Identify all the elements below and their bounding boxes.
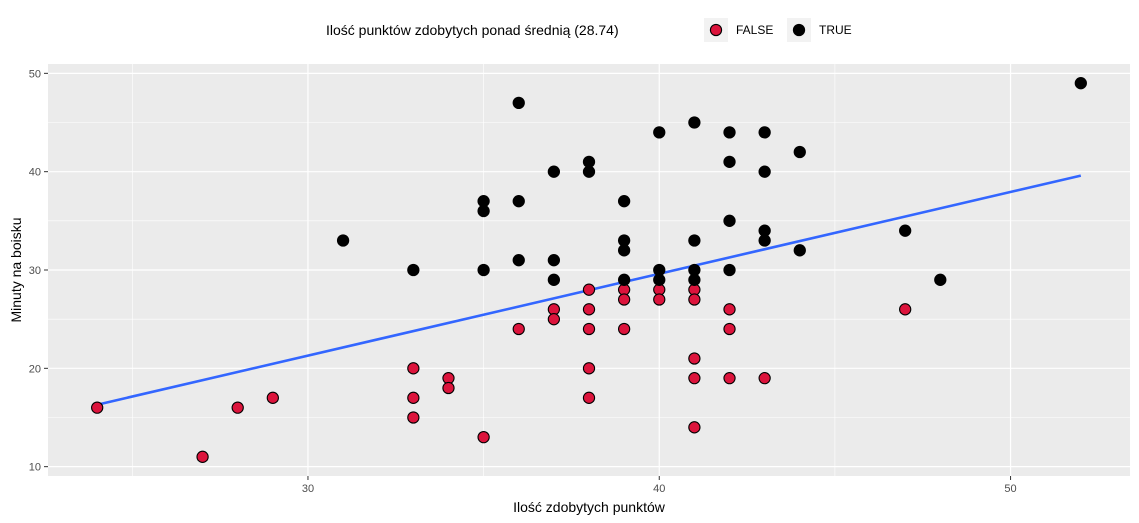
point-false <box>582 362 596 375</box>
point-false <box>547 313 561 326</box>
point-false <box>582 322 596 336</box>
point-true <box>688 116 701 129</box>
point-true <box>547 273 561 286</box>
x-tick-label: 30 <box>302 483 314 495</box>
y-axis-title: Minuty na boisku <box>8 217 24 322</box>
point-true <box>723 155 736 168</box>
legend-title: Ilość punktów zdobytych ponad średnią (2… <box>326 22 619 38</box>
point-false <box>723 372 736 385</box>
point-false <box>91 401 104 414</box>
points-group <box>91 77 1087 463</box>
point-false <box>617 322 631 336</box>
point-true <box>1074 77 1087 90</box>
point-false <box>582 303 596 316</box>
point-false <box>266 391 279 404</box>
point-true <box>723 126 736 139</box>
grid-minor <box>48 64 1130 476</box>
legend-marker-false <box>709 23 723 37</box>
point-false <box>407 391 420 404</box>
legend-entries: FALSE TRUE <box>704 18 852 42</box>
point-false <box>407 411 420 424</box>
point-true <box>512 254 525 267</box>
point-true <box>723 214 736 227</box>
point-false <box>617 293 631 306</box>
x-axis-title: Ilość zdobytych punktów <box>513 499 666 515</box>
y-tick-label: 40 <box>29 167 41 179</box>
point-true <box>582 165 596 178</box>
point-false <box>723 322 736 336</box>
point-true <box>688 273 701 286</box>
point-true <box>407 263 420 277</box>
y-tick-label: 30 <box>29 265 41 277</box>
point-true <box>512 96 525 109</box>
point-false <box>231 401 244 414</box>
point-false <box>688 352 701 365</box>
legend-marker-true <box>792 23 806 37</box>
point-true <box>758 234 771 247</box>
point-false <box>582 283 596 296</box>
point-false <box>442 381 455 395</box>
point-false <box>407 362 420 375</box>
point-false <box>582 391 596 404</box>
point-false <box>196 450 209 463</box>
point-true <box>477 263 490 277</box>
point-true <box>934 273 947 286</box>
point-false <box>477 431 490 444</box>
point-true <box>617 273 631 286</box>
point-true <box>547 165 561 178</box>
y-tick-label: 10 <box>29 462 41 474</box>
point-true <box>793 244 806 257</box>
point-true <box>688 234 701 247</box>
x-tick-label: 50 <box>1004 483 1016 495</box>
axis-ticks: 30 40 50 10 20 30 40 50 <box>29 68 1017 495</box>
point-false <box>688 293 701 306</box>
point-false <box>758 372 771 385</box>
point-true <box>617 195 631 208</box>
point-true <box>758 126 771 139</box>
point-true <box>336 234 350 247</box>
point-true <box>723 263 736 277</box>
point-true <box>547 254 561 267</box>
point-false <box>723 303 736 316</box>
point-true <box>653 273 666 286</box>
point-true <box>758 165 771 178</box>
point-true <box>899 224 912 237</box>
point-false <box>688 421 701 434</box>
point-false <box>653 293 666 306</box>
point-false <box>512 322 525 336</box>
point-true <box>617 244 631 257</box>
x-tick-label: 40 <box>653 483 665 495</box>
y-tick-label: 20 <box>29 363 41 375</box>
point-true <box>653 126 666 139</box>
point-true <box>512 195 525 208</box>
point-true <box>477 204 490 218</box>
point-false <box>899 303 912 316</box>
point-true <box>793 145 806 159</box>
point-false <box>688 372 701 385</box>
y-tick-label: 50 <box>29 68 41 80</box>
legend: Ilość punktów zdobytych ponad średnią (2… <box>326 18 852 42</box>
legend-label-false: FALSE <box>736 23 773 37</box>
legend-label-true: TRUE <box>819 23 852 37</box>
